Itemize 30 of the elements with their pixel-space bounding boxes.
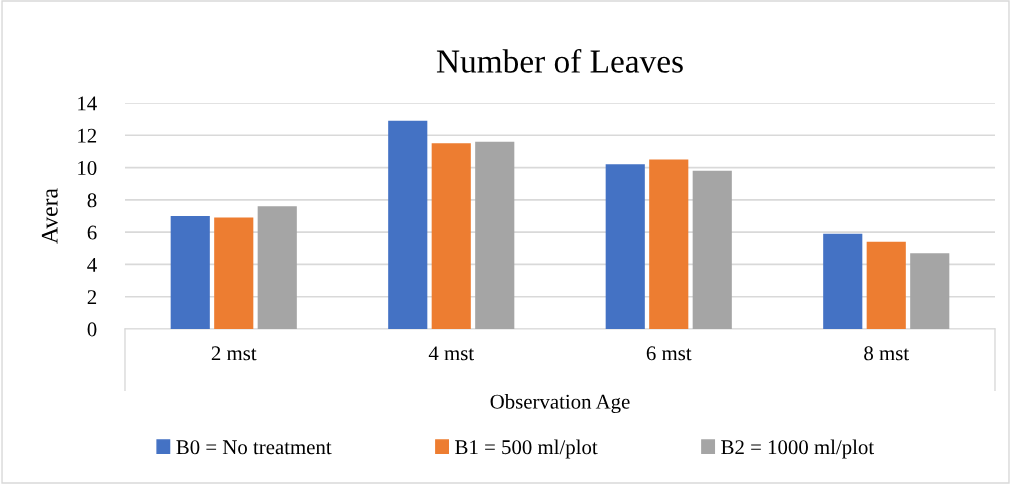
y-tick-label: 2 — [87, 290, 97, 304]
bar — [692, 170, 732, 329]
bar — [257, 206, 297, 329]
y-tick-label: 4 — [87, 257, 97, 272]
y-axis-title: Avera — [41, 188, 58, 244]
bar — [431, 143, 471, 329]
chart-title: Number of Leaves — [436, 48, 683, 73]
legend-label: B2 = 1000 ml/plot — [721, 439, 875, 459]
y-tick-label: 0 — [87, 322, 97, 337]
y-tick-label: 6 — [87, 225, 97, 240]
y-tick-label: 10 — [78, 160, 97, 175]
bar — [170, 216, 210, 329]
legend-label: B1 = 500 ml/plot — [455, 439, 598, 459]
x-axis-title: Observation Age — [490, 394, 630, 414]
y-tick-label: 12 — [78, 128, 97, 143]
bar — [649, 159, 689, 329]
y-tick-label: 14 — [78, 96, 97, 111]
x-tick-label: 2 mst — [211, 346, 257, 361]
bar — [475, 141, 515, 329]
bar — [823, 233, 863, 329]
bar — [388, 120, 428, 329]
x-tick-label: 8 mst — [864, 346, 909, 361]
x-tick-label: 6 mst — [646, 346, 692, 361]
bar — [605, 164, 645, 329]
bar — [866, 241, 906, 329]
bar — [910, 253, 950, 329]
bar — [214, 217, 254, 329]
legend-label: B0 = No treatment — [176, 440, 332, 455]
y-tick-label: 8 — [87, 193, 97, 208]
x-tick-label: 4 mst — [428, 346, 474, 361]
